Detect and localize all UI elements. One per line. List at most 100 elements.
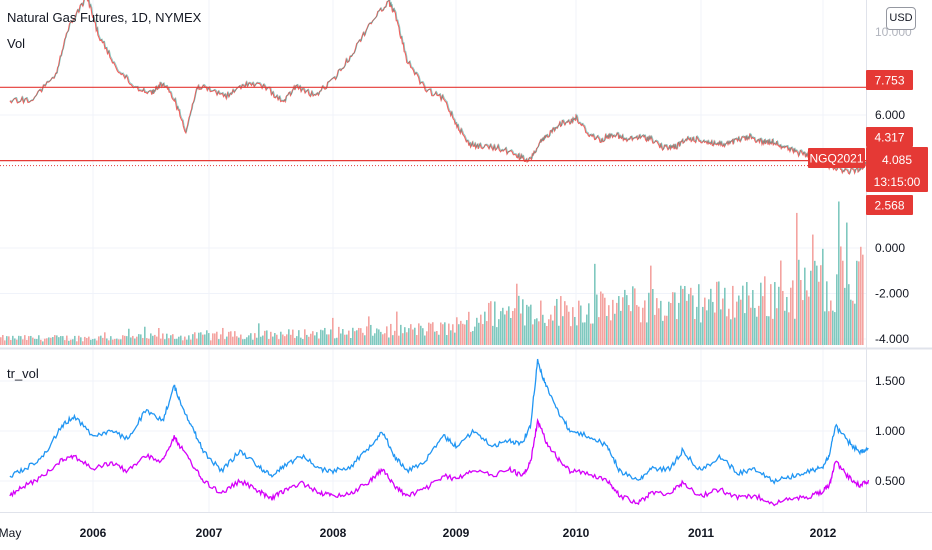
volume-bar [852, 300, 854, 345]
volume-bar [380, 331, 382, 345]
symbol-title[interactable]: Natural Gas Futures, 1D, NYMEX [7, 10, 202, 25]
volume-bar [820, 265, 822, 345]
volume-bar [730, 319, 732, 345]
volume-bar [286, 334, 288, 345]
tr-vol-label[interactable]: tr_vol [7, 366, 39, 381]
volume-bar [324, 327, 326, 345]
volume-bar [230, 331, 232, 345]
volume-bar [164, 339, 166, 345]
volume-bar [156, 336, 158, 345]
volume-bar [76, 341, 78, 345]
volume-bar [534, 319, 536, 345]
volume-bar [360, 328, 362, 345]
volume-bar [734, 317, 736, 345]
volume-bar [198, 332, 200, 345]
volume-bar [336, 337, 338, 345]
volume-bar [624, 289, 626, 345]
volume-bar [430, 323, 432, 345]
volume-bar [658, 308, 660, 345]
volume-bar [596, 294, 598, 345]
volume-bar [90, 339, 92, 345]
volume-bar [88, 336, 90, 345]
volume-bar [726, 316, 728, 345]
volume-bar [330, 329, 332, 345]
volume-bar [188, 335, 190, 345]
volume-bar [398, 335, 400, 345]
volume-bar [628, 305, 630, 345]
volume-bar [792, 280, 794, 345]
volume-bar [326, 334, 328, 345]
volume-bar [660, 300, 662, 345]
volume-bar [16, 339, 18, 345]
volume-bar [518, 295, 520, 345]
volume-bar [414, 327, 416, 345]
volume-bar [432, 322, 434, 345]
volume-bar [56, 335, 58, 345]
volume-bar [48, 337, 50, 345]
volume-bar [742, 285, 744, 345]
volume-bar [460, 320, 462, 345]
low-price-tag: 2.568 [874, 199, 904, 213]
currency-button[interactable]: USD [886, 7, 916, 30]
volume-bar [288, 329, 290, 345]
tr-vol-axis-tick: 0.500 [875, 474, 905, 488]
volume-bar [554, 305, 556, 345]
volume-bar [86, 337, 88, 345]
volume-bar [634, 288, 636, 345]
volume-bar [468, 311, 470, 345]
volume-bar [664, 315, 666, 345]
volume-bar [40, 339, 42, 345]
volume-bar [614, 313, 616, 345]
volume-bar [442, 324, 444, 345]
volume-bar [704, 297, 706, 345]
volume-bar [860, 246, 862, 345]
volume-bar [502, 307, 504, 345]
volume-bar [568, 311, 570, 345]
volume-bar [316, 332, 318, 345]
time-axis-tick: 2009 [443, 526, 470, 540]
volume-bar [54, 335, 56, 345]
time-axis-tick: 2011 [688, 526, 714, 540]
volume-bar [448, 323, 450, 345]
volume-label[interactable]: Vol [7, 36, 26, 51]
volume-bar [760, 282, 762, 345]
volume-bar [220, 334, 222, 345]
volume-bar [10, 339, 12, 345]
volume-bar [354, 331, 356, 345]
volume-bar [68, 340, 70, 345]
volume-bar [402, 333, 404, 345]
volume-bar [102, 337, 104, 345]
volume-bar [832, 310, 834, 345]
volume-bar [678, 302, 680, 345]
volume-bar [566, 305, 568, 345]
volume-bar [126, 336, 128, 345]
volume-bar [706, 310, 708, 345]
volume-bar [268, 339, 270, 345]
volume-bar [232, 336, 234, 345]
volume-bar [544, 322, 546, 345]
volume-bar [504, 314, 506, 345]
volume-bar [720, 309, 722, 345]
volume-bar [648, 292, 650, 345]
volume-bar [516, 283, 518, 345]
tr-vol-axis-tick: 1.500 [875, 374, 905, 388]
volume-bar [714, 312, 716, 345]
volume-bar [530, 304, 532, 345]
volume-bar [492, 325, 494, 345]
volume-bar [838, 201, 840, 345]
volume-bar [50, 337, 52, 345]
volume-bar [352, 327, 354, 345]
volume-bar [850, 299, 852, 345]
volume-bar [584, 322, 586, 345]
volume-bar [146, 338, 148, 345]
volume-bar [594, 263, 596, 345]
volume-bar [732, 285, 734, 345]
volume-bar [496, 327, 498, 345]
volume-bar [350, 338, 352, 345]
volume-bar [426, 331, 428, 345]
volume-bar [642, 307, 644, 345]
level-tag-7753-box [866, 70, 913, 90]
price-axis-tick: -4.000 [875, 332, 909, 346]
volume-bar [58, 337, 60, 345]
